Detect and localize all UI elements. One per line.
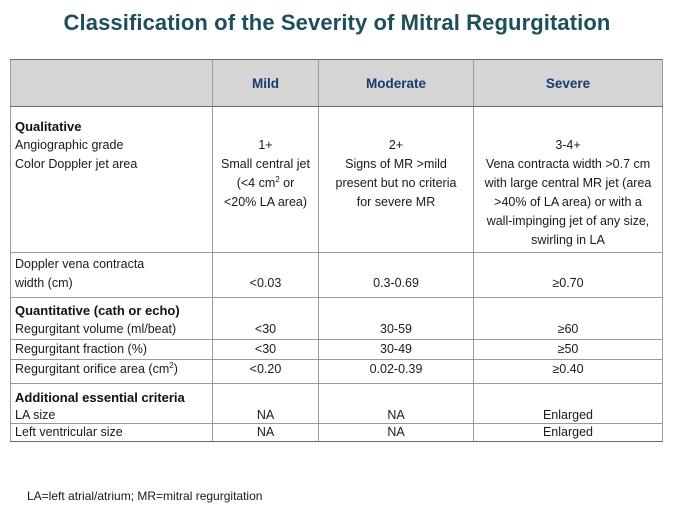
- cell-severe: ≥0.70: [473, 252, 663, 298]
- cell-severe: ≥60: [473, 320, 663, 340]
- table-row: Regurgitant fraction (%) <30 30-49 ≥50: [10, 339, 663, 360]
- row-label: Regurgitant fraction (%): [10, 339, 213, 360]
- cell-mild: NA: [212, 423, 319, 442]
- column-header-moderate: Moderate: [318, 59, 474, 107]
- row-label: Angiographic grade: [10, 136, 213, 155]
- cell-moderate: Signs of MR >mild present but no criteri…: [318, 155, 474, 253]
- row-label: Left ventricular size: [10, 423, 213, 442]
- cell-mild: <30: [212, 339, 319, 360]
- column-header-mild: Mild: [212, 59, 319, 107]
- cell-mild: Small central jet (<4 cm2 or <20% LA are…: [212, 155, 319, 253]
- cell-severe: Enlarged: [473, 407, 663, 424]
- table-row: LA size NA NA Enlarged: [10, 407, 663, 424]
- table-row: Left ventricular size NA NA Enlarged: [10, 423, 663, 442]
- footnote: LA=left atrial/atrium; MR=mitral regurgi…: [27, 489, 263, 503]
- section-row-quantitative: Quantitative (cath or echo): [10, 297, 663, 320]
- page-title: Classification of the Severity of Mitral…: [63, 10, 611, 35]
- cell-moderate: 30-49: [318, 339, 474, 360]
- table-row: Angiographic grade 1+ 2+ 3-4+: [10, 136, 663, 155]
- row-label: Color Doppler jet area: [10, 155, 213, 253]
- cell-mild: <0.03: [212, 252, 319, 298]
- cell-severe: ≥50: [473, 339, 663, 360]
- row-label: Regurgitant orifice area (cm2): [10, 359, 213, 384]
- cell-moderate: 30-59: [318, 320, 474, 340]
- cell-moderate: NA: [318, 407, 474, 424]
- cell-moderate: 2+: [318, 136, 474, 155]
- table-row: Regurgitant orifice area (cm2) <0.20 0.0…: [10, 359, 663, 384]
- cell-severe: ≥0.40: [473, 359, 663, 384]
- section-heading: Additional essential criteria: [10, 383, 213, 407]
- header-blank-cell: [10, 59, 213, 107]
- column-header-severe: Severe: [473, 59, 663, 107]
- cell-mild: NA: [212, 407, 319, 424]
- cell-moderate: NA: [318, 423, 474, 442]
- cell-mild: 1+: [212, 136, 319, 155]
- row-label: Regurgitant volume (ml/beat): [10, 320, 213, 340]
- cell-severe: 3-4+: [473, 136, 663, 155]
- cell-mild: <0.20: [212, 359, 319, 384]
- cell-moderate: 0.02-0.39: [318, 359, 474, 384]
- row-label: Doppler vena contracta width (cm): [10, 252, 213, 298]
- section-heading: Quantitative (cath or echo): [10, 297, 213, 320]
- cell-severe: Enlarged: [473, 423, 663, 442]
- table-row: Doppler vena contracta width (cm) <0.03 …: [10, 252, 663, 298]
- cell-moderate: 0.3-0.69: [318, 252, 474, 298]
- cell-mild: <30: [212, 320, 319, 340]
- section-row-qualitative: Qualitative: [10, 117, 663, 136]
- header-row: Mild Moderate Severe: [10, 59, 663, 107]
- section-heading: Qualitative: [10, 117, 213, 136]
- severity-table: Mild Moderate Severe Qualitative Angiogr…: [10, 59, 663, 442]
- table-row: Color Doppler jet area Small central jet…: [10, 155, 663, 253]
- section-row-additional: Additional essential criteria: [10, 383, 663, 407]
- row-label: LA size: [10, 407, 213, 424]
- cell-severe: Vena contracta width >0.7 cm with large …: [473, 155, 663, 253]
- table-row: Regurgitant volume (ml/beat) <30 30-59 ≥…: [10, 320, 663, 340]
